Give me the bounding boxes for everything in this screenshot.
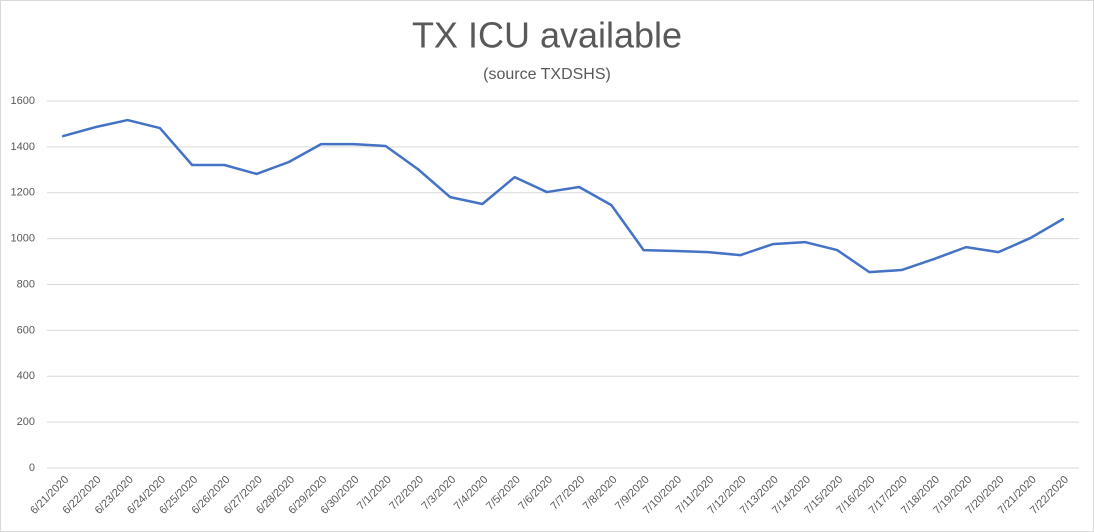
y-tick-label: 600 <box>17 324 35 336</box>
chart-title: TX ICU available <box>412 15 682 56</box>
y-tick-label: 1000 <box>11 233 35 245</box>
y-tick-label: 200 <box>17 416 35 428</box>
y-tick-label: 1400 <box>11 141 35 153</box>
y-tick-label: 1200 <box>11 187 35 199</box>
y-tick-label: 0 <box>29 462 35 474</box>
data-line <box>61 118 1065 274</box>
y-tick-label: 400 <box>17 370 35 382</box>
y-tick-label: 1600 <box>11 95 35 107</box>
chart-subtitle: (source TXDSHS) <box>483 66 611 83</box>
y-tick-label: 800 <box>17 278 35 290</box>
